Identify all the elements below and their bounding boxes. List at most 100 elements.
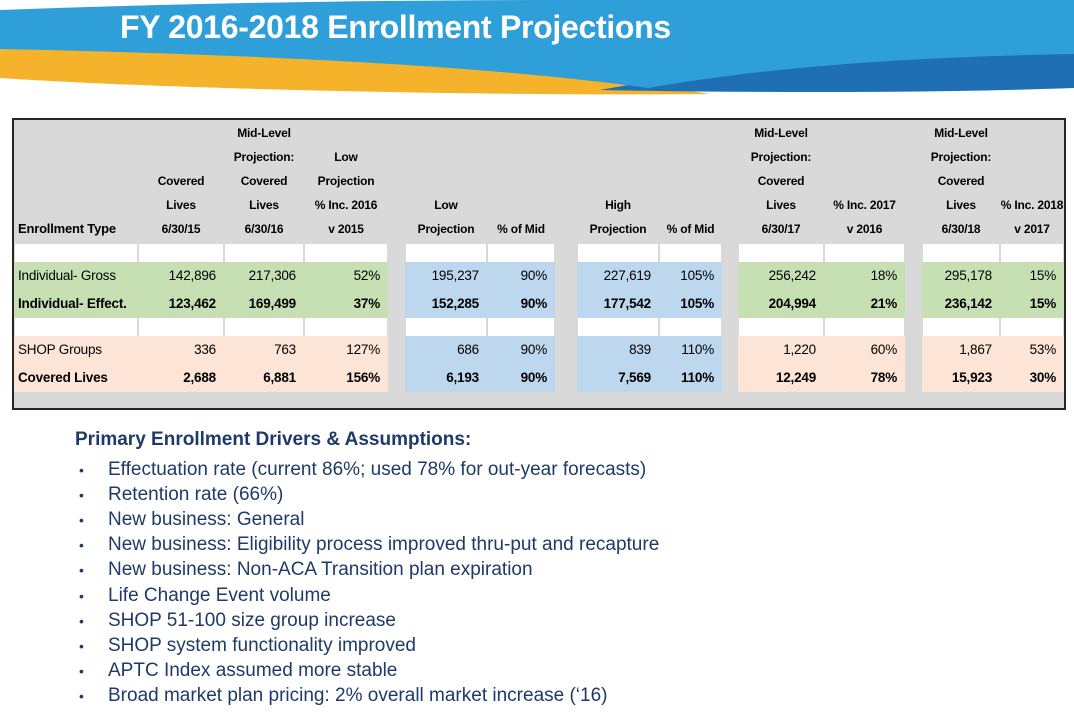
spacer-cell [824, 318, 905, 336]
bullet-dot: • [79, 562, 84, 579]
column-header-line: Lives [249, 198, 279, 212]
spacer-cell [659, 244, 722, 262]
column-header-line: Lives [166, 198, 196, 212]
column-header-line: Low [434, 198, 458, 212]
column-header-line: Covered [240, 174, 288, 188]
spacer-cell [738, 318, 824, 336]
table-cell: 6,193 [405, 364, 487, 392]
table-cell: 110% [659, 336, 722, 364]
driver-bullet-item: • Broad market plan pricing: 2% overall m… [75, 684, 1035, 709]
column-header-line: v 2016 [846, 222, 883, 236]
spacer-cell [405, 244, 487, 262]
bullet-text: New business: General [108, 508, 305, 530]
spacer-cell [224, 244, 304, 262]
column-header-line: Low [334, 150, 358, 164]
spacer-cell [487, 318, 555, 336]
column-header-line: 6/30/18 [941, 222, 981, 236]
column-header-line: Projection [317, 174, 375, 188]
table-cell: 90% [487, 336, 555, 364]
spacer-cell [138, 318, 224, 336]
table-cell: 37% [304, 290, 388, 318]
column-header-high-pct-of-mid: % of Mid [659, 120, 722, 244]
table-cell: 1,867 [922, 336, 1000, 364]
bullet-text: SHOP 51-100 size group increase [108, 609, 396, 631]
column-header-line: 6/30/17 [761, 222, 801, 236]
column-header-pct-inc-2017: % Inc. 2017 v 2016 [824, 120, 905, 244]
table-cell: 105% [659, 290, 722, 318]
table-cell: 110% [659, 364, 722, 392]
bullet-dot: • [79, 486, 84, 503]
column-header-enrollment-type: Enrollment Type [14, 120, 138, 244]
header-swoosh-graphic [0, 0, 1074, 95]
table-cell: 169,499 [224, 290, 304, 318]
table-cell: 105% [659, 262, 722, 290]
driver-bullet-item: • Effectuation rate (current 86%; used 78… [75, 457, 1035, 482]
driver-bullet-item: • New business: Eligibility process impro… [75, 533, 1035, 558]
table-cell: 6,881 [224, 364, 304, 392]
column-header-mid-level-6-30-18: Mid-Level Projection: Covered Lives 6/30/18 [922, 120, 1000, 244]
column-header-mid-level-6-30-16: Mid-Level Projection: Covered Lives 6/30/16 [224, 120, 304, 244]
bullet-dot: • [79, 511, 84, 528]
table-cell: 60% [824, 336, 905, 364]
column-header-line: Covered [157, 174, 205, 188]
column-header-line: 6/30/15 [161, 222, 201, 236]
table-cell: 217,306 [224, 262, 304, 290]
column-header-line: Covered [937, 174, 985, 188]
table-cell: 227,619 [577, 262, 659, 290]
bullet-dot: • [79, 612, 84, 629]
spacer-cell [577, 244, 659, 262]
column-header-line: Lives [946, 198, 976, 212]
spacer-cell [922, 244, 1000, 262]
bullet-text: Life Change Event volume [108, 584, 331, 606]
column-header-mid-level-6-30-17: Mid-Level Projection: Covered Lives 6/30/17 [738, 120, 824, 244]
table-cell: 78% [824, 364, 905, 392]
row-label: SHOP Groups [14, 336, 138, 364]
slide-header: FY 2016-2018 Enrollment Projections [0, 0, 1074, 100]
table-cell: 7,569 [577, 364, 659, 392]
swoosh-dark-blue-band [600, 50, 1074, 93]
table-cell: 142,896 [138, 262, 224, 290]
enrollment-projections-table: Enrollment Type Covered Lives 6/30/15 Mid-Le… [12, 118, 1066, 410]
drivers-bullet-list: • Effectuation rate (current 86%; used 78… [75, 457, 1035, 709]
spacer-cell [577, 318, 659, 336]
spacer-cell [138, 244, 224, 262]
column-header-line: Enrollment Type [18, 221, 116, 236]
column-header-line: Projection [589, 222, 647, 236]
bullet-dot: • [79, 663, 84, 680]
driver-bullet-item: • New business: General [75, 507, 1035, 532]
swoosh-gold-band [0, 45, 710, 95]
table-cell: 256,242 [738, 262, 824, 290]
bullet-dot: • [79, 537, 84, 554]
column-header-low-projection: Low Projection [405, 120, 487, 244]
table-cell: 15,923 [922, 364, 1000, 392]
table-cell: 152,285 [405, 290, 487, 318]
column-header-low-pct-of-mid: % of Mid [487, 120, 555, 244]
table-cell: 52% [304, 262, 388, 290]
bullet-text: SHOP system functionality improved [108, 634, 416, 656]
column-header-line: Projection [417, 222, 475, 236]
driver-bullet-item: • Retention rate (66%) [75, 482, 1035, 507]
column-header-line: Projection: [233, 150, 295, 164]
driver-bullet-item: • SHOP system functionality improved [75, 633, 1035, 658]
spacer-cell [487, 244, 555, 262]
spacer-cell [14, 318, 138, 336]
table-cell: 195,237 [405, 262, 487, 290]
column-header-line: 6/30/16 [244, 222, 284, 236]
table-cell: 336 [138, 336, 224, 364]
driver-bullet-item: • Life Change Event volume [75, 583, 1035, 608]
table-cell: 123,462 [138, 290, 224, 318]
column-header-high-projection: High Projection [577, 120, 659, 244]
bullet-dot: • [79, 461, 84, 478]
spacer-cell [304, 244, 388, 262]
bullet-text: Effectuation rate (current 86%; used 78%… [108, 458, 647, 480]
table-cell: 236,142 [922, 290, 1000, 318]
spacer-cell [14, 244, 138, 262]
bullet-dot: • [79, 637, 84, 654]
bullet-text: APTC Index assumed more stable [108, 660, 398, 682]
column-header-line: % of Mid [497, 222, 545, 236]
row-label: Individual- Gross [14, 262, 138, 290]
table-cell: 18% [824, 262, 905, 290]
spacer-cell [224, 318, 304, 336]
table-cell: 295,178 [922, 262, 1000, 290]
